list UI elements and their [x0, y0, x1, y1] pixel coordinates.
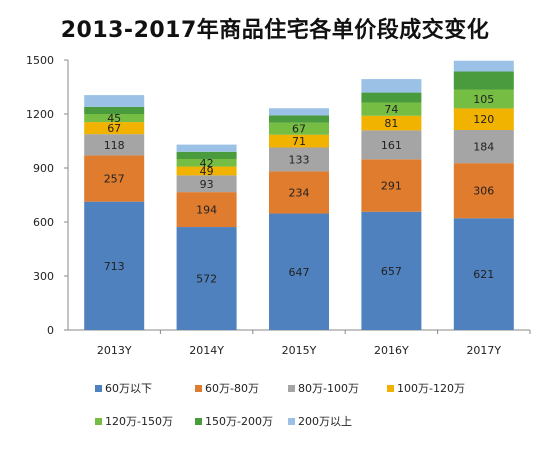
- data-label: 572: [196, 273, 217, 286]
- bar-segment: [176, 159, 237, 167]
- legend-item: 100万-120万: [387, 380, 465, 396]
- data-label: 42: [200, 157, 214, 170]
- bar-segment: [269, 108, 329, 116]
- legend-item: 60万以下: [95, 380, 152, 396]
- data-label: 194: [196, 204, 217, 217]
- bar-segment: [176, 192, 237, 228]
- bar-segment: [176, 144, 237, 152]
- data-label: 647: [289, 266, 310, 279]
- y-tick-label: 600: [33, 216, 54, 229]
- bar-segment: [269, 171, 329, 214]
- data-label: 67: [107, 122, 121, 135]
- data-label: 621: [473, 268, 494, 281]
- legend-swatch: [195, 417, 202, 425]
- x-tick-label: 2013Y: [97, 344, 132, 357]
- data-label: 306: [473, 185, 494, 198]
- data-label: 81: [384, 117, 398, 130]
- data-label: 161: [381, 139, 402, 152]
- data-label: 120: [473, 113, 494, 126]
- legend-label: 150万-200万: [205, 415, 273, 428]
- data-label: 118: [104, 139, 125, 152]
- legend-swatch: [288, 384, 295, 392]
- legend-swatch: [288, 417, 295, 425]
- data-label: 234: [289, 186, 310, 199]
- legend-swatch: [95, 417, 102, 425]
- bar-segment: [453, 89, 514, 109]
- data-label: 257: [104, 173, 125, 186]
- data-label: 45: [107, 112, 121, 125]
- bar-segment: [84, 201, 145, 330]
- legend-item: 120万-150万: [95, 413, 173, 429]
- bar-segment: [453, 108, 514, 131]
- y-tick-label: 1500: [26, 54, 54, 67]
- y-tick-label: 1200: [26, 108, 54, 121]
- bar-segment: [269, 134, 329, 148]
- data-label: 713: [104, 260, 125, 273]
- bar-segment: [361, 115, 422, 131]
- legend-label: 100万-120万: [397, 382, 465, 395]
- bar-segment: [361, 102, 422, 116]
- bar-segment: [361, 79, 422, 93]
- bar-segment: [453, 163, 514, 219]
- data-label: 184: [473, 141, 494, 154]
- data-label: 49: [200, 165, 214, 178]
- legend-label: 200万以上: [298, 415, 352, 428]
- bar-segment: [361, 159, 422, 212]
- data-label: 67: [292, 123, 306, 136]
- y-tick-label: 900: [33, 162, 54, 175]
- bar-segment: [453, 130, 514, 164]
- bar-segment: [269, 122, 329, 135]
- legend-item: 150万-200万: [195, 413, 273, 429]
- bar-segment: [176, 175, 237, 193]
- bar-segment: [453, 60, 514, 72]
- data-label: 133: [289, 153, 310, 166]
- data-label: 657: [381, 265, 402, 278]
- data-label: 93: [200, 178, 214, 191]
- data-label: 74: [384, 103, 398, 116]
- bar-segment: [269, 147, 329, 172]
- bar-segment: [84, 134, 145, 156]
- legend-label: 60万-80万: [205, 382, 259, 395]
- legend-swatch: [387, 384, 394, 392]
- data-label: 105: [473, 93, 494, 106]
- bar-segment: [269, 115, 329, 123]
- bar-segment: [453, 218, 514, 330]
- legend-label: 60万以下: [105, 382, 152, 395]
- y-tick-label: 0: [47, 324, 54, 337]
- legend-swatch: [195, 384, 202, 392]
- legend-item: 60万-80万: [195, 380, 259, 396]
- bar-segment: [176, 151, 237, 159]
- bar-segment: [84, 155, 145, 202]
- data-label: 291: [381, 180, 402, 193]
- bar-segment: [361, 92, 422, 103]
- data-label: 71: [292, 135, 306, 148]
- bar-segment: [84, 122, 145, 135]
- legend-label: 120万-150万: [105, 415, 173, 428]
- bar-segment: [269, 213, 329, 330]
- bar-segment: [176, 166, 237, 176]
- x-tick-label: 2017Y: [466, 344, 501, 357]
- x-tick-label: 2016Y: [374, 344, 409, 357]
- x-tick-label: 2015Y: [282, 344, 317, 357]
- chart-title: 2013-2017年商品住宅各单价段成交变化: [60, 18, 490, 43]
- legend-item: 200万以上: [288, 413, 352, 429]
- bar-segment: [84, 106, 145, 114]
- bar-segment: [176, 227, 237, 330]
- bar-segment: [361, 211, 422, 330]
- legend-label: 80万-100万: [298, 382, 359, 395]
- legend-swatch: [95, 384, 102, 392]
- bar-segment: [453, 71, 514, 90]
- bar-segment: [84, 114, 145, 123]
- x-tick-label: 2014Y: [189, 344, 224, 357]
- legend-item: 80万-100万: [288, 380, 359, 396]
- bar-segment: [84, 95, 145, 107]
- bar-segment: [361, 130, 422, 160]
- y-tick-label: 300: [33, 270, 54, 283]
